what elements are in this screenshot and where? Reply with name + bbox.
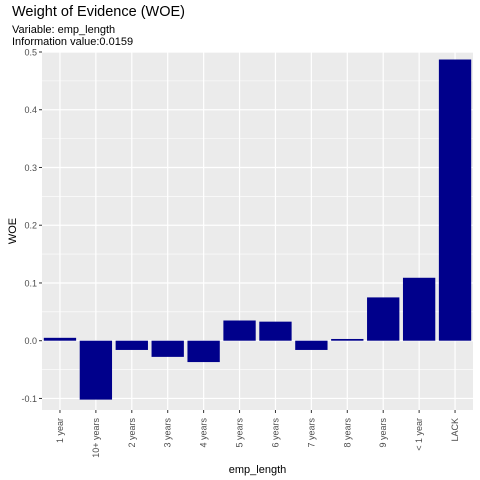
bar-2-years <box>115 340 148 350</box>
y-tick-label: 0.1 <box>24 278 37 288</box>
y-tick-label: -0.1 <box>21 394 37 404</box>
x-tick-label: 2 years <box>127 418 137 448</box>
bar-8-years <box>331 338 364 341</box>
chart-subtitle-variable: Variable: emp_length <box>12 24 116 36</box>
x-tick-label: 6 years <box>270 418 280 448</box>
y-tick-label: 0.5 <box>24 48 37 58</box>
chart-title: Weight of Evidence (WOE) <box>12 4 185 20</box>
x-tick-label: LACK <box>450 418 460 442</box>
x-tick-label: < 1 year <box>414 418 424 451</box>
x-tick-label: 7 years <box>306 418 316 448</box>
chart-subtitle-iv: Information value:0.0159 <box>12 36 134 48</box>
y-tick-label: 0.3 <box>24 163 37 173</box>
plot-panel <box>42 52 473 410</box>
x-tick-label: 4 years <box>199 418 209 448</box>
bar-3-years <box>151 340 184 357</box>
bar-7-years <box>295 340 328 350</box>
x-axis-title: emp_length <box>229 464 287 476</box>
bar--1-year <box>402 277 436 341</box>
x-tick-label: 9 years <box>378 418 388 448</box>
bar-6-years <box>259 321 292 341</box>
bar-9-years <box>367 297 400 341</box>
y-tick-label: 0.4 <box>24 105 37 115</box>
x-tick-label: 3 years <box>163 418 173 448</box>
y-tick-label: 0.0 <box>24 336 37 346</box>
bar-10-years <box>79 340 113 400</box>
x-tick-label: 10+ years <box>91 418 101 458</box>
bar-lack <box>438 59 472 341</box>
bar-4-years <box>187 340 220 363</box>
bar-5-years <box>223 320 256 341</box>
x-tick-label: 8 years <box>342 418 352 448</box>
x-tick-label: 5 years <box>235 418 245 448</box>
bar-1-year <box>43 337 77 341</box>
y-axis-title: WOE <box>7 218 19 244</box>
x-tick-label: 1 year <box>55 418 65 443</box>
y-tick-label: 0.2 <box>24 221 37 231</box>
